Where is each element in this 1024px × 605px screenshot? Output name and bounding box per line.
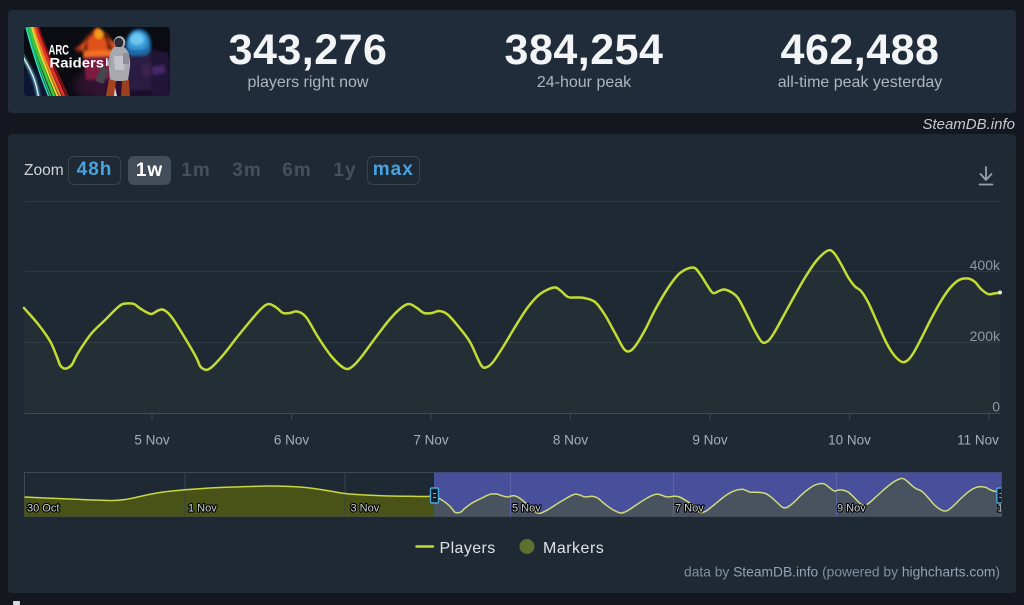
svg-text:1 Nov: 1 Nov (188, 503, 217, 515)
svg-text:5 Nov: 5 Nov (134, 433, 170, 448)
svg-text:400k: 400k (970, 257, 1001, 273)
svg-text:ARC: ARC (49, 43, 70, 58)
svg-text:9 Nov: 9 Nov (837, 503, 866, 515)
svg-text:10 Nov: 10 Nov (828, 433, 871, 448)
svg-text:0: 0 (992, 399, 1000, 415)
svg-text:11 Nov: 11 Nov (957, 433, 999, 448)
svg-text:data by SteamDB.info (powered: data by SteamDB.info (powered by highcha… (684, 565, 1000, 580)
svg-text:SteamDB.info: SteamDB.info (922, 116, 1015, 133)
svg-text:7 Nov: 7 Nov (675, 503, 704, 515)
svg-text:6 Nov: 6 Nov (274, 433, 310, 448)
svg-text:3 Nov: 3 Nov (351, 503, 380, 515)
svg-text:Raiders: Raiders (50, 55, 105, 71)
svg-text:7 Nov: 7 Nov (413, 433, 449, 448)
svg-text:30 Oct: 30 Oct (27, 503, 59, 515)
svg-text:Players: Players (440, 540, 496, 557)
svg-text:9 Nov: 9 Nov (692, 433, 728, 448)
svg-text:11 Nov: 11 Nov (997, 503, 1024, 515)
svg-text:5 Nov: 5 Nov (512, 503, 541, 515)
svg-text:200k: 200k (970, 328, 1001, 344)
svg-text:Markers: Markers (543, 540, 604, 557)
svg-text:8 Nov: 8 Nov (553, 433, 589, 448)
